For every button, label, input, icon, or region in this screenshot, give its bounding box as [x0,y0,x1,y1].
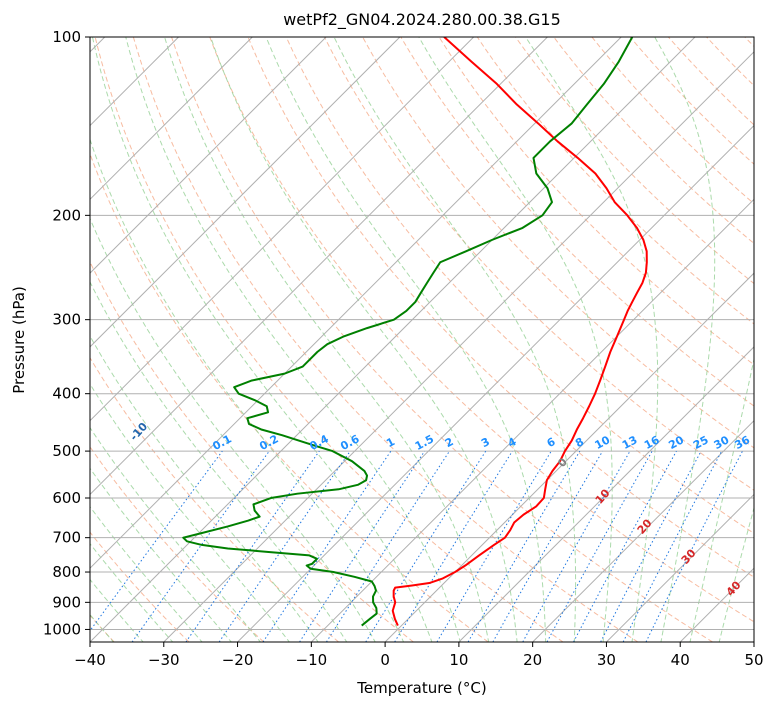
mixing-ratio-line [573,450,677,642]
mixing-ratio-label: 16 [642,433,662,452]
dry-adiabat [209,37,754,623]
y-tick-label: 1000 [43,620,81,638]
temperature-profile [391,37,648,626]
y-tick-label: 100 [52,28,81,46]
isotherm [90,37,622,569]
y-axis-title: Pressure (hPa) [10,286,28,394]
y-tick-label: 300 [52,311,81,329]
x-tick-label: −20 [222,651,254,669]
moist-adiabat [125,37,461,642]
moist-adiabat [689,356,754,642]
mixing-ratio-line [645,450,743,642]
dry-adiabat [90,356,339,642]
mixing-ratio-label: 10 [593,433,613,452]
y-tick-label: 900 [52,593,81,611]
y-tick-label: 400 [52,385,81,403]
mixing-ratio-line [326,450,450,642]
y-tick-label: 200 [52,206,81,224]
plot-area [90,37,754,642]
mixing-ratio-line [394,450,513,642]
dry-adiabat [515,37,754,285]
dry-adiabat [171,37,713,642]
isotherm [310,198,754,642]
x-tick-label: 30 [597,651,616,669]
x-tick-label: 10 [449,651,468,669]
dewpoint-profile [182,37,634,627]
mixing-ratio-line [522,450,631,642]
moist-adiabat [718,506,754,642]
isotherm [606,493,754,642]
moist-adiabat [90,335,319,642]
isotherm [163,51,754,642]
y-tick-label: 800 [52,563,81,581]
dry-adiabat [438,37,754,366]
moist-adiabats [90,37,754,642]
plot-frame [89,36,755,643]
mixing-ratio-line [218,450,351,642]
x-tick-label: 40 [671,651,690,669]
dry-adiabat [94,37,564,642]
x-tick-label: −10 [296,651,328,669]
moist-adiabat [654,37,716,642]
mixing-ratio-label: 30 [712,433,732,452]
isotherm [237,124,754,642]
dry-adiabat [132,37,639,642]
isotherm [90,37,696,642]
dry-adiabat [323,37,754,491]
isotherm [90,37,401,348]
dry-adiabat [90,152,489,642]
y-tick-label: 500 [52,442,81,460]
moist-adiabat [210,37,518,642]
y-tick-label: 700 [52,529,81,547]
dry-adiabat [90,446,265,642]
isotherm [90,37,548,496]
mixing-ratio-lines [90,450,743,642]
isotherm [90,37,327,274]
mixing-ratio-label: 36 [732,433,752,452]
chart-title: wetPf2_GN04.2024.280.00.38.G15 [283,10,561,30]
mixing-ratio-line [131,450,270,642]
mixing-ratio-label: 13 [620,433,640,452]
isotherm [90,37,253,201]
mixing-ratio-line [546,450,653,642]
dry-adiabat [362,37,754,449]
x-tick-label: −40 [74,651,106,669]
isotherm [458,346,754,642]
axes: −40 −30 −20 −10 0 10 20 30 40 50 1000 900 800 700 600 5… [43,28,764,669]
isotherm [90,37,475,422]
mixing-ratio-label: 20 [666,433,686,452]
x-tick-label: 50 [744,651,763,669]
x-tick-label: −30 [148,651,180,669]
isobars [90,37,754,630]
mixing-ratio-line [262,450,392,642]
moist-adiabat [90,467,232,642]
isotherm [384,272,754,642]
moist-adiabat [90,217,376,642]
x-axis-title: Temperature (°C) [356,679,486,697]
moist-adiabat [265,37,547,642]
mixing-ratio-line [299,450,426,642]
moist-adiabat [90,137,405,642]
mixing-ratio-line [90,450,223,632]
x-tick-label: 0 [380,651,390,669]
mixing-ratio-line [185,450,320,642]
mixing-ratio-label: 25 [691,433,711,452]
moist-adiabat [525,37,659,642]
moist-adiabat [164,37,490,642]
moist-adiabat [90,280,348,642]
x-tick-label: 20 [523,651,542,669]
dry-adiabat [90,531,190,642]
moist-adiabat [333,37,577,642]
moist-adiabat [90,426,262,642]
y-tick-label: 600 [52,489,81,507]
moist-adiabat [90,383,290,642]
isotherm [532,419,754,642]
isotherms [90,37,754,642]
